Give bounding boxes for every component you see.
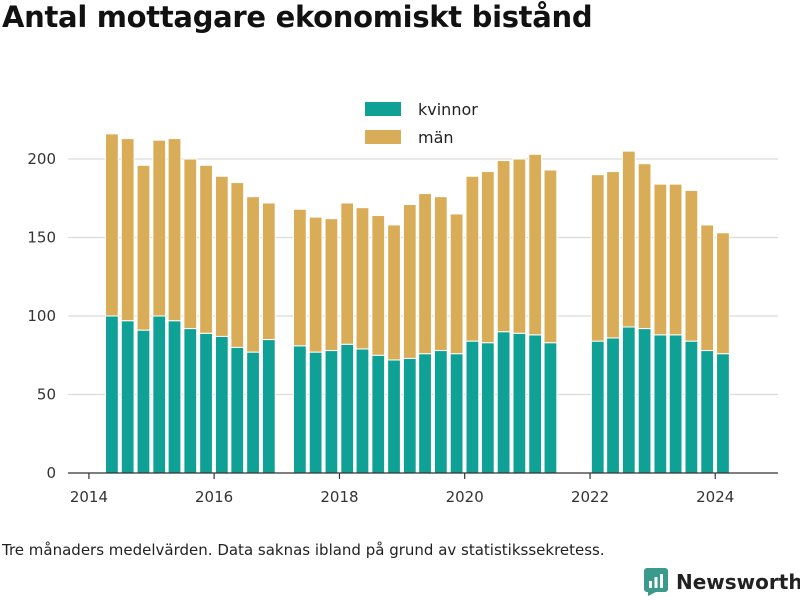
bar-man — [120, 138, 135, 322]
bar-kvinnor — [355, 348, 370, 474]
bar-man — [684, 189, 699, 342]
bar-man — [543, 169, 558, 344]
bar-kvinnor — [371, 354, 386, 474]
bar-kvinnor — [120, 320, 135, 474]
legend[interactable]: kvinnor män — [365, 100, 478, 147]
bar-man — [261, 202, 276, 341]
bar-man — [637, 163, 652, 330]
y-axis: 0 50 100 150 200 — [27, 150, 56, 482]
bar-kvinnor — [214, 335, 229, 474]
y-tick-label: 200 — [27, 150, 56, 168]
newsworthy-logo-icon — [644, 568, 668, 596]
bar-kvinnor — [340, 343, 355, 474]
bar-man — [402, 204, 417, 359]
bar-kvinnor — [152, 315, 167, 474]
bar-kvinnor — [418, 353, 432, 474]
bar-man — [621, 150, 636, 328]
bar-kvinnor — [496, 331, 511, 474]
bar-man — [653, 183, 668, 336]
bar-man — [167, 138, 182, 322]
legend-label-man: män — [418, 128, 454, 147]
x-tick-label: 2020 — [446, 488, 484, 506]
legend-swatch-kvinnor — [365, 102, 401, 116]
y-tick-label: 0 — [46, 464, 56, 482]
bar-man — [308, 216, 323, 353]
bar-man — [716, 232, 730, 355]
bar-man — [199, 164, 213, 334]
bar-man — [387, 224, 401, 361]
bar-man — [528, 153, 543, 336]
bar-kvinnor — [136, 329, 151, 474]
bar-man — [433, 196, 448, 352]
bar-kvinnor — [716, 353, 730, 474]
bar-man — [324, 218, 339, 352]
bar-man — [700, 224, 715, 352]
newsworthy-brand[interactable]: Newsworthy — [644, 568, 800, 596]
bar-kvinnor — [590, 340, 605, 474]
bar-man — [480, 171, 495, 344]
bar-man — [606, 171, 620, 339]
bar-kvinnor — [167, 320, 182, 474]
bar-kvinnor — [199, 332, 213, 474]
bar-kvinnor — [512, 332, 527, 474]
bar-kvinnor — [324, 350, 339, 474]
bar-kvinnor — [292, 345, 307, 474]
bar-man — [590, 174, 605, 342]
x-axis: 2014 2016 2018 2020 2022 2024 — [68, 472, 778, 506]
bar-man — [371, 215, 386, 356]
legend-swatch-man — [365, 130, 401, 144]
bars — [105, 133, 730, 474]
bar-kvinnor — [480, 342, 495, 474]
bar-man — [512, 158, 527, 334]
bar-kvinnor — [230, 346, 245, 474]
bar-man — [183, 158, 198, 330]
y-tick-label: 150 — [27, 229, 56, 247]
y-tick-label: 100 — [27, 307, 56, 325]
bar-man — [449, 213, 464, 355]
bar-kvinnor — [465, 340, 480, 474]
bar-man — [214, 175, 229, 337]
bar-kvinnor — [433, 350, 448, 474]
y-tick-label: 50 — [37, 386, 56, 404]
bar-kvinnor — [449, 353, 464, 474]
bar-man — [465, 175, 480, 342]
bar-man — [136, 164, 151, 331]
bar-kvinnor — [700, 350, 715, 474]
bar-man — [496, 160, 511, 333]
bar-kvinnor — [653, 334, 668, 474]
bar-man — [668, 183, 683, 336]
x-tick-label: 2018 — [320, 488, 358, 506]
bar-kvinnor — [105, 315, 119, 474]
x-tick-label: 2022 — [571, 488, 609, 506]
x-tick-label: 2016 — [195, 488, 233, 506]
chart-title: Antal mottagare ekonomiskt bistånd — [2, 0, 593, 34]
footnote: Tre månaders medelvärden. Data saknas ib… — [2, 541, 605, 559]
bar-kvinnor — [543, 342, 558, 474]
bar-man — [152, 139, 167, 317]
bar-kvinnor — [387, 359, 401, 474]
bar-man — [355, 207, 370, 350]
x-tick-label: 2014 — [70, 488, 108, 506]
bar-kvinnor — [261, 339, 276, 474]
bar-man — [246, 196, 260, 353]
x-tick-label: 2024 — [696, 488, 734, 506]
bar-man — [105, 133, 119, 317]
bar-kvinnor — [606, 337, 620, 474]
bar-kvinnor — [528, 334, 543, 474]
bar-kvinnor — [637, 328, 652, 474]
bar-kvinnor — [402, 357, 417, 474]
bar-man — [292, 208, 307, 347]
bar-kvinnor — [183, 328, 198, 474]
bar-man — [230, 182, 245, 348]
bar-kvinnor — [684, 340, 699, 474]
bar-kvinnor — [668, 334, 683, 474]
legend-label-kvinnor: kvinnor — [418, 100, 478, 119]
bar-kvinnor — [621, 326, 636, 474]
bar-kvinnor — [246, 351, 260, 474]
brand-name: Newsworthy — [676, 570, 800, 594]
bar-man — [340, 202, 355, 345]
bar-man — [418, 193, 432, 355]
bar-kvinnor — [308, 351, 323, 474]
